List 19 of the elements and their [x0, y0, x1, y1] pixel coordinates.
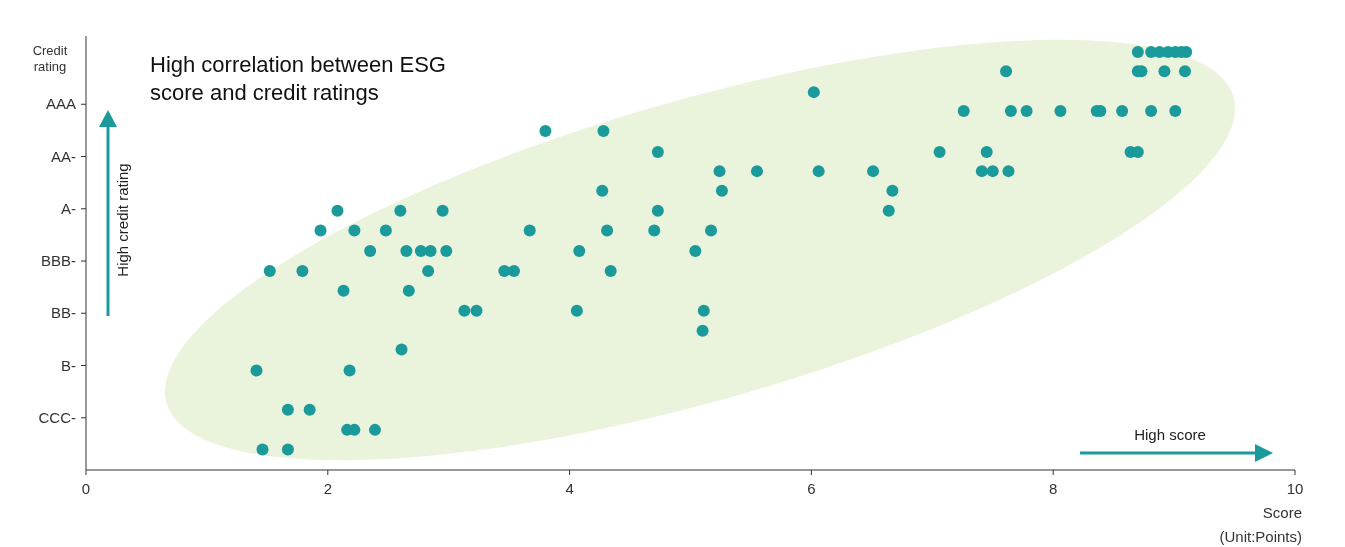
text: High correlation between ESG score and credit ratings	[150, 52, 446, 105]
x-tick-label: 6	[807, 480, 816, 497]
text: (Unit:Points)	[1219, 528, 1302, 545]
x-axis-title: Score	[1262, 504, 1302, 521]
annotation: High credit rating	[114, 163, 131, 277]
y-axis-title: Credit rating	[32, 43, 68, 74]
x-tick-label: 8	[1049, 480, 1058, 497]
category-label: B-	[61, 356, 76, 374]
category-label: A-	[61, 199, 76, 217]
category-label: AA-	[50, 147, 76, 165]
category-label: CCC-	[38, 408, 76, 426]
category-label: BBB-	[40, 252, 76, 269]
x-tick-label: 10	[1286, 480, 1304, 497]
x-tick-label: 0	[81, 480, 91, 497]
annotation: High score	[1134, 426, 1206, 443]
x-tick-label: 2	[323, 480, 332, 497]
category-label: AAA	[45, 95, 76, 113]
category-label: BB-	[50, 304, 76, 322]
x-tick-label: 4	[565, 480, 574, 497]
